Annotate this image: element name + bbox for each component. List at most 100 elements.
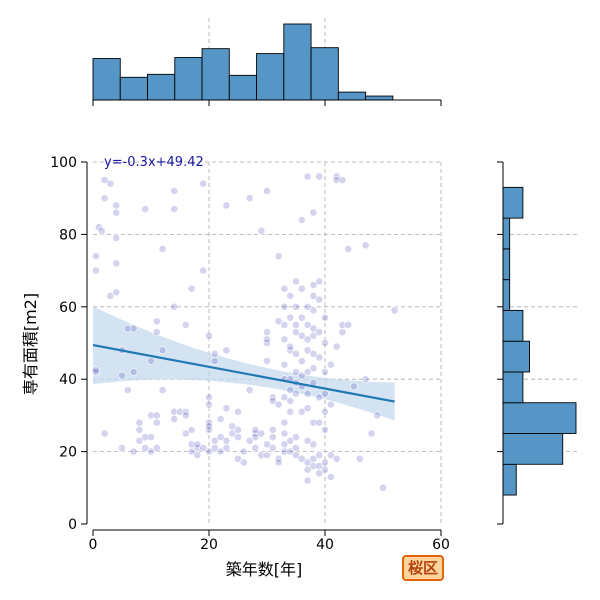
data-point [205, 422, 213, 431]
data-point [274, 458, 283, 467]
data-point [332, 176, 341, 184]
data-point [106, 292, 115, 300]
confidence-band [93, 306, 395, 421]
y-hist-bar [502, 463, 517, 496]
data-point [118, 444, 126, 452]
data-point [321, 368, 329, 376]
data-point [193, 451, 202, 460]
data-point [187, 447, 196, 456]
data-point [100, 176, 109, 184]
data-point [321, 465, 329, 474]
data-point [199, 179, 208, 188]
data-point [280, 335, 289, 344]
data-point [309, 364, 318, 373]
data-point [216, 447, 225, 456]
data-point [326, 473, 335, 481]
data-point [268, 444, 277, 452]
data-point [286, 436, 295, 445]
data-point [187, 284, 196, 293]
y-tick-label: 80 [59, 227, 77, 243]
x-tick-label: 40 [316, 537, 334, 553]
data-point [332, 454, 341, 463]
data-point [263, 335, 271, 344]
data-point [303, 404, 312, 413]
scatter-plot-area: y=-0.3x+49.42 0 20 40 60 0 20 40 60 80 100 [50, 155, 450, 553]
data-point [315, 353, 324, 362]
data-point [280, 302, 289, 311]
data-point [373, 411, 382, 420]
data-point [263, 440, 271, 449]
data-point [355, 454, 364, 463]
data-point [303, 335, 312, 344]
y-marginal-histogram [497, 161, 579, 525]
data-point [303, 302, 312, 311]
data-point [257, 451, 266, 460]
data-point [135, 425, 144, 434]
data-point [181, 411, 190, 420]
data-point [361, 375, 370, 384]
data-point [147, 447, 155, 456]
data-point [222, 444, 231, 452]
data-point [292, 328, 300, 337]
data-point [147, 433, 155, 442]
data-point [129, 447, 138, 456]
x-hist-bar [310, 47, 339, 101]
y-tick-label: 40 [59, 372, 77, 388]
data-point [280, 418, 289, 427]
data-point [181, 429, 190, 438]
data-point [170, 407, 179, 416]
x-hist-bar [201, 48, 230, 101]
data-point [158, 244, 167, 253]
x-tick-label: 0 [89, 537, 98, 553]
data-point [245, 194, 254, 203]
data-point [152, 328, 161, 337]
data-point [297, 357, 306, 365]
data-point [315, 328, 324, 337]
data-point [152, 317, 161, 326]
x-hist-bar [283, 23, 312, 101]
data-point [321, 389, 329, 398]
data-point [170, 187, 179, 195]
data-point [112, 208, 121, 217]
data-point [297, 454, 306, 463]
data-point [286, 447, 295, 456]
data-point [239, 447, 248, 456]
data-point [286, 407, 295, 416]
data-point [239, 458, 248, 467]
data-point [303, 389, 312, 398]
y-hist-bar [502, 309, 524, 342]
data-point [321, 425, 329, 434]
data-point [286, 313, 295, 322]
data-point [303, 476, 312, 485]
x-tick-label: 60 [432, 537, 450, 553]
data-point [303, 346, 312, 355]
data-point [112, 259, 121, 268]
data-point [309, 418, 318, 427]
data-point [292, 451, 300, 460]
data-point [280, 447, 289, 456]
data-point [92, 366, 100, 375]
data-point [181, 320, 190, 329]
x-hist-bar [147, 73, 176, 101]
data-point [303, 172, 312, 181]
data-point [170, 302, 179, 311]
y-axis-label: 専有面積[m2] [21, 293, 40, 395]
data-point [274, 317, 283, 326]
data-point [297, 284, 306, 293]
y-tick-label: 60 [59, 300, 77, 316]
data-point [92, 266, 100, 275]
y-hist-bar [502, 371, 524, 404]
data-point [297, 331, 306, 340]
data-point [309, 440, 318, 449]
data-point [170, 205, 179, 213]
data-point [92, 368, 100, 376]
data-point [152, 418, 161, 427]
data-point [280, 284, 289, 293]
data-point [100, 429, 109, 438]
data-point [292, 433, 300, 442]
data-point [268, 425, 277, 434]
data-point [292, 444, 300, 452]
x-hist-bar [119, 76, 148, 101]
data-point [135, 436, 144, 445]
